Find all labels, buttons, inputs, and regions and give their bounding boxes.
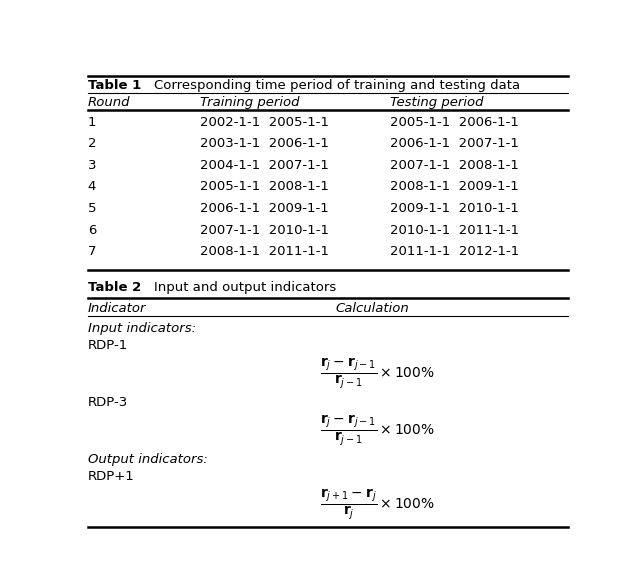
Text: 2007-1-1  2008-1-1: 2007-1-1 2008-1-1 xyxy=(390,159,519,172)
Text: 1: 1 xyxy=(88,116,96,129)
Text: Training period: Training period xyxy=(200,96,300,109)
Text: Corresponding time period of training and testing data: Corresponding time period of training an… xyxy=(154,79,520,92)
Text: 2004-1-1  2007-1-1: 2004-1-1 2007-1-1 xyxy=(200,159,329,172)
Text: 2005-1-1  2008-1-1: 2005-1-1 2008-1-1 xyxy=(200,180,329,194)
Text: 2011-1-1  2012-1-1: 2011-1-1 2012-1-1 xyxy=(390,245,519,258)
Text: Output indicators:: Output indicators: xyxy=(88,453,207,466)
Text: 2003-1-1  2006-1-1: 2003-1-1 2006-1-1 xyxy=(200,137,329,150)
Text: 2010-1-1  2011-1-1: 2010-1-1 2011-1-1 xyxy=(390,224,519,237)
Text: 2008-1-1  2009-1-1: 2008-1-1 2009-1-1 xyxy=(390,180,519,194)
Text: $\dfrac{\mathbf{r}_{j}-\mathbf{r}_{j-1}}{\mathbf{r}_{j-1}}\times100\%$: $\dfrac{\mathbf{r}_{j}-\mathbf{r}_{j-1}}… xyxy=(320,356,435,391)
Text: 2006-1-1  2007-1-1: 2006-1-1 2007-1-1 xyxy=(390,137,519,150)
Text: RDP-3: RDP-3 xyxy=(88,396,128,409)
Text: 6: 6 xyxy=(88,224,96,237)
Text: Indicator: Indicator xyxy=(88,302,147,315)
Text: 2005-1-1  2006-1-1: 2005-1-1 2006-1-1 xyxy=(390,116,519,129)
Text: 2008-1-1  2011-1-1: 2008-1-1 2011-1-1 xyxy=(200,245,329,258)
Text: $\dfrac{\mathbf{r}_{j+1}-\mathbf{r}_{j}}{\mathbf{r}_{j}}\times100\%$: $\dfrac{\mathbf{r}_{j+1}-\mathbf{r}_{j}}… xyxy=(320,487,435,522)
Text: Input indicators:: Input indicators: xyxy=(88,322,196,335)
Text: 2007-1-1  2010-1-1: 2007-1-1 2010-1-1 xyxy=(200,224,329,237)
Text: 2: 2 xyxy=(88,137,96,150)
Text: $\dfrac{\mathbf{r}_{j}-\mathbf{r}_{j-1}}{\mathbf{r}_{j-1}}\times100\%$: $\dfrac{\mathbf{r}_{j}-\mathbf{r}_{j-1}}… xyxy=(320,413,435,448)
Text: Round: Round xyxy=(88,96,131,109)
Text: 2002-1-1  2005-1-1: 2002-1-1 2005-1-1 xyxy=(200,116,329,129)
Text: Testing period: Testing period xyxy=(390,96,483,109)
Text: 2009-1-1  2010-1-1: 2009-1-1 2010-1-1 xyxy=(390,202,519,215)
Text: 4: 4 xyxy=(88,180,96,194)
Text: Table 1: Table 1 xyxy=(88,79,141,92)
Text: 5: 5 xyxy=(88,202,96,215)
Text: RDP+1: RDP+1 xyxy=(88,470,134,483)
Text: 7: 7 xyxy=(88,245,96,258)
Text: Table 2: Table 2 xyxy=(88,281,141,293)
Text: Input and output indicators: Input and output indicators xyxy=(154,281,336,293)
Text: 3: 3 xyxy=(88,159,96,172)
Text: Calculation: Calculation xyxy=(336,302,410,315)
Text: RDP-1: RDP-1 xyxy=(88,339,128,352)
Text: 2006-1-1  2009-1-1: 2006-1-1 2009-1-1 xyxy=(200,202,329,215)
